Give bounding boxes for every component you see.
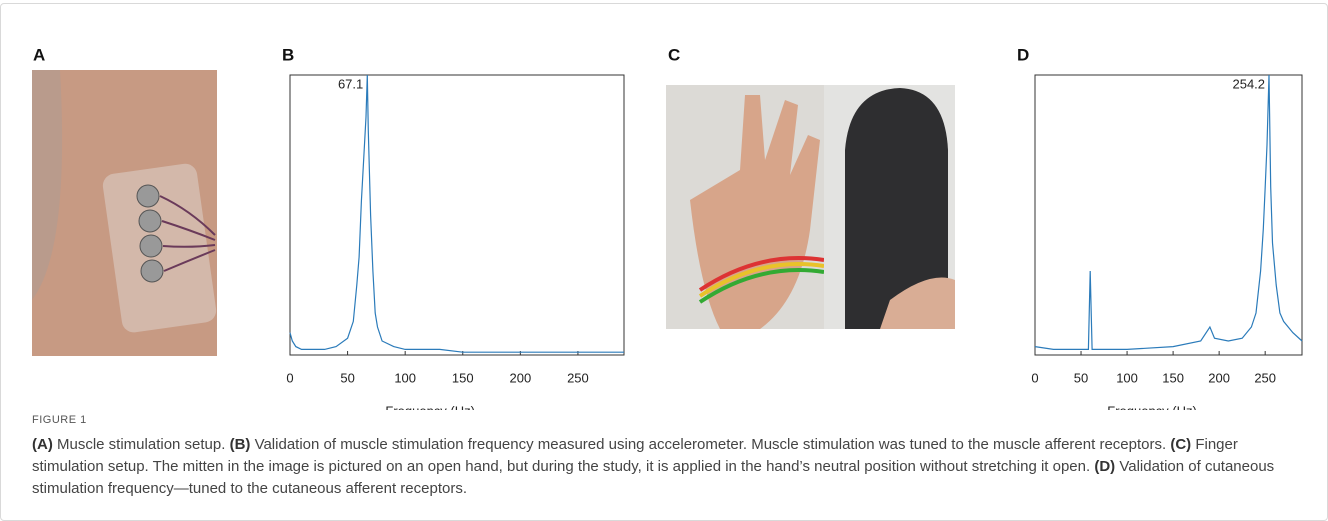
caption-label: (C) bbox=[1170, 436, 1191, 453]
x-tick-label: 0 bbox=[286, 370, 293, 385]
figure-panels: A B C D 0 50 100 150 200 250 Frequency (Hz) 67.… bbox=[0, 0, 1328, 410]
plot-frame bbox=[1035, 75, 1302, 355]
peak-label: 254.2 bbox=[1232, 76, 1265, 91]
caption-text: Muscle stimulation setup. bbox=[57, 436, 225, 453]
panel-label: A bbox=[33, 45, 45, 64]
x-tick-label: 50 bbox=[340, 370, 354, 385]
x-tick-label: 50 bbox=[1074, 370, 1088, 385]
spectrum-line bbox=[290, 75, 624, 352]
caption-label: (D) bbox=[1094, 458, 1115, 475]
x-tick-label: 100 bbox=[1116, 370, 1138, 385]
x-tick-label: 100 bbox=[394, 370, 416, 385]
x-tick-label: 150 bbox=[1162, 370, 1184, 385]
spectrum-line bbox=[1035, 75, 1302, 349]
plot-frame bbox=[290, 75, 624, 355]
figure-caption: (A) Muscle stimulation setup. (B) Valida… bbox=[32, 434, 1302, 500]
x-tick-label: 200 bbox=[509, 370, 531, 385]
x-axis-title: Frequency (Hz) bbox=[385, 403, 475, 410]
caption-label: (B) bbox=[230, 436, 251, 453]
photo-arm bbox=[32, 70, 218, 356]
x-tick-label: 200 bbox=[1208, 370, 1230, 385]
figure-label: FIGURE 1 bbox=[32, 414, 87, 426]
photo-hand-mitten bbox=[666, 85, 955, 329]
panel-label: B bbox=[282, 45, 294, 64]
x-axis-title: Frequency (Hz) bbox=[1107, 403, 1197, 410]
page: {"panels": ["A", "B", "C", "D"], "figure… bbox=[0, 0, 1328, 521]
x-tick-label: 0 bbox=[1031, 370, 1038, 385]
x-tick-label: 250 bbox=[567, 370, 589, 385]
x-tick-label: 250 bbox=[1254, 370, 1276, 385]
panel-label: C bbox=[668, 45, 680, 64]
peak-label: 67.1 bbox=[338, 76, 363, 91]
caption-label: (A) bbox=[32, 436, 53, 453]
x-tick-label: 150 bbox=[452, 370, 474, 385]
panel-label: D bbox=[1017, 45, 1029, 64]
caption-text: Validation of muscle stimulation frequen… bbox=[255, 436, 1167, 453]
